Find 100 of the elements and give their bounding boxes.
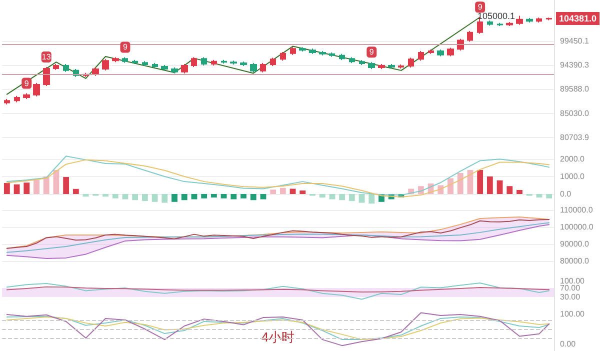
- candlestick: [378, 64, 385, 70]
- candlestick: [63, 64, 69, 72]
- bar: [63, 177, 70, 194]
- candlestick: [309, 48, 316, 54]
- candlestick: [250, 62, 257, 73]
- bar: [191, 194, 198, 200]
- bar: [477, 170, 484, 194]
- bar: [230, 194, 237, 200]
- y-tick-label: 2000.0: [560, 154, 586, 164]
- bar: [181, 194, 188, 200]
- bar: [368, 194, 375, 204]
- bar: [122, 194, 128, 200]
- candlestick: [368, 62, 375, 70]
- bar: [516, 190, 522, 194]
- y-tick-label: 94390.3: [560, 60, 590, 70]
- bar: [201, 194, 208, 198]
- candlestick: [112, 56, 119, 63]
- candlestick: [221, 59, 227, 64]
- y-tick-label: 89588.0: [560, 84, 590, 94]
- bar: [290, 188, 296, 194]
- bar: [546, 194, 552, 198]
- candlestick: [161, 64, 168, 71]
- candlestick: [270, 57, 276, 66]
- y-tick-label: 70.00: [560, 284, 581, 292]
- candlestick: [4, 98, 10, 105]
- candlestick: [388, 64, 395, 69]
- candlestick: [546, 17, 552, 21]
- candlestick: [329, 52, 335, 58]
- bar: [142, 194, 148, 202]
- bar: [210, 194, 217, 198]
- candlestick: [536, 17, 542, 23]
- y-tick-label: 30.00: [560, 292, 581, 302]
- candlestick: [201, 56, 207, 66]
- candlestick: [339, 53, 345, 61]
- bar: [536, 194, 542, 198]
- candlestick: [526, 18, 533, 23]
- candlestick: [359, 60, 365, 66]
- candlestick: [152, 62, 158, 68]
- text: 9: [122, 42, 128, 52]
- candlestick: [171, 66, 178, 74]
- candlestick: [497, 22, 503, 27]
- candlestick: [516, 15, 523, 26]
- y-tick-label: 80000.0: [560, 256, 590, 266]
- candlestick: [240, 61, 247, 66]
- text: 9: [24, 78, 29, 88]
- bar: [14, 184, 20, 194]
- line-series: [6, 282, 550, 300]
- candlestick: [299, 46, 306, 52]
- bar: [172, 194, 178, 202]
- text: 105000.1: [477, 10, 515, 21]
- y-tick-label: 100.00: [560, 309, 586, 318]
- bar: [506, 186, 513, 194]
- y-tick-label: 110000.0: [560, 206, 594, 214]
- bar: [280, 188, 286, 194]
- candlestick: [191, 56, 197, 68]
- bar: [112, 194, 118, 198]
- candlestick: [290, 46, 296, 56]
- candlestick: [487, 20, 493, 26]
- candlestick: [142, 60, 148, 66]
- bar: [260, 194, 266, 200]
- y-tick-label: 0.00: [560, 340, 576, 349]
- bar: [152, 194, 158, 202]
- candlestick: [102, 58, 109, 71]
- text: 9: [369, 48, 374, 57]
- candlestick: [43, 66, 50, 87]
- bar: [339, 194, 346, 200]
- bar: [24, 182, 30, 194]
- text: 104381.0: [559, 14, 597, 24]
- bar: [348, 194, 355, 202]
- y-tick-label: 99450.1: [560, 36, 590, 46]
- bar: [358, 194, 365, 203]
- candlestick: [447, 47, 454, 57]
- line-series: [6, 312, 550, 346]
- bar: [102, 194, 108, 197]
- bar: [162, 194, 168, 203]
- candlestick: [260, 62, 266, 73]
- candlestick: [132, 59, 138, 65]
- bar: [319, 194, 326, 198]
- bar: [72, 188, 79, 194]
- candlestick: [122, 56, 128, 64]
- y-tick-label: 0.0: [560, 190, 572, 199]
- candlestick: [211, 59, 217, 66]
- bar: [448, 178, 454, 194]
- bar: [250, 194, 256, 200]
- bar: [4, 182, 10, 194]
- y-tick-label: 90000.0: [560, 240, 590, 248]
- bar: [240, 194, 246, 198]
- candlestick: [408, 57, 414, 68]
- candlestick: [230, 60, 237, 66]
- bar: [132, 194, 138, 200]
- candlestick: [53, 64, 59, 70]
- y-tick-label: 1000.0: [560, 172, 586, 181]
- bar: [457, 172, 464, 194]
- candlestick: [398, 64, 404, 69]
- y-tick-label: 85030.0: [560, 108, 590, 118]
- text: 9: [478, 2, 482, 12]
- y-tick-label: 100000.0: [560, 222, 594, 232]
- candlestick: [506, 22, 513, 27]
- line-series: [6, 224, 550, 259]
- candlestick: [280, 51, 286, 62]
